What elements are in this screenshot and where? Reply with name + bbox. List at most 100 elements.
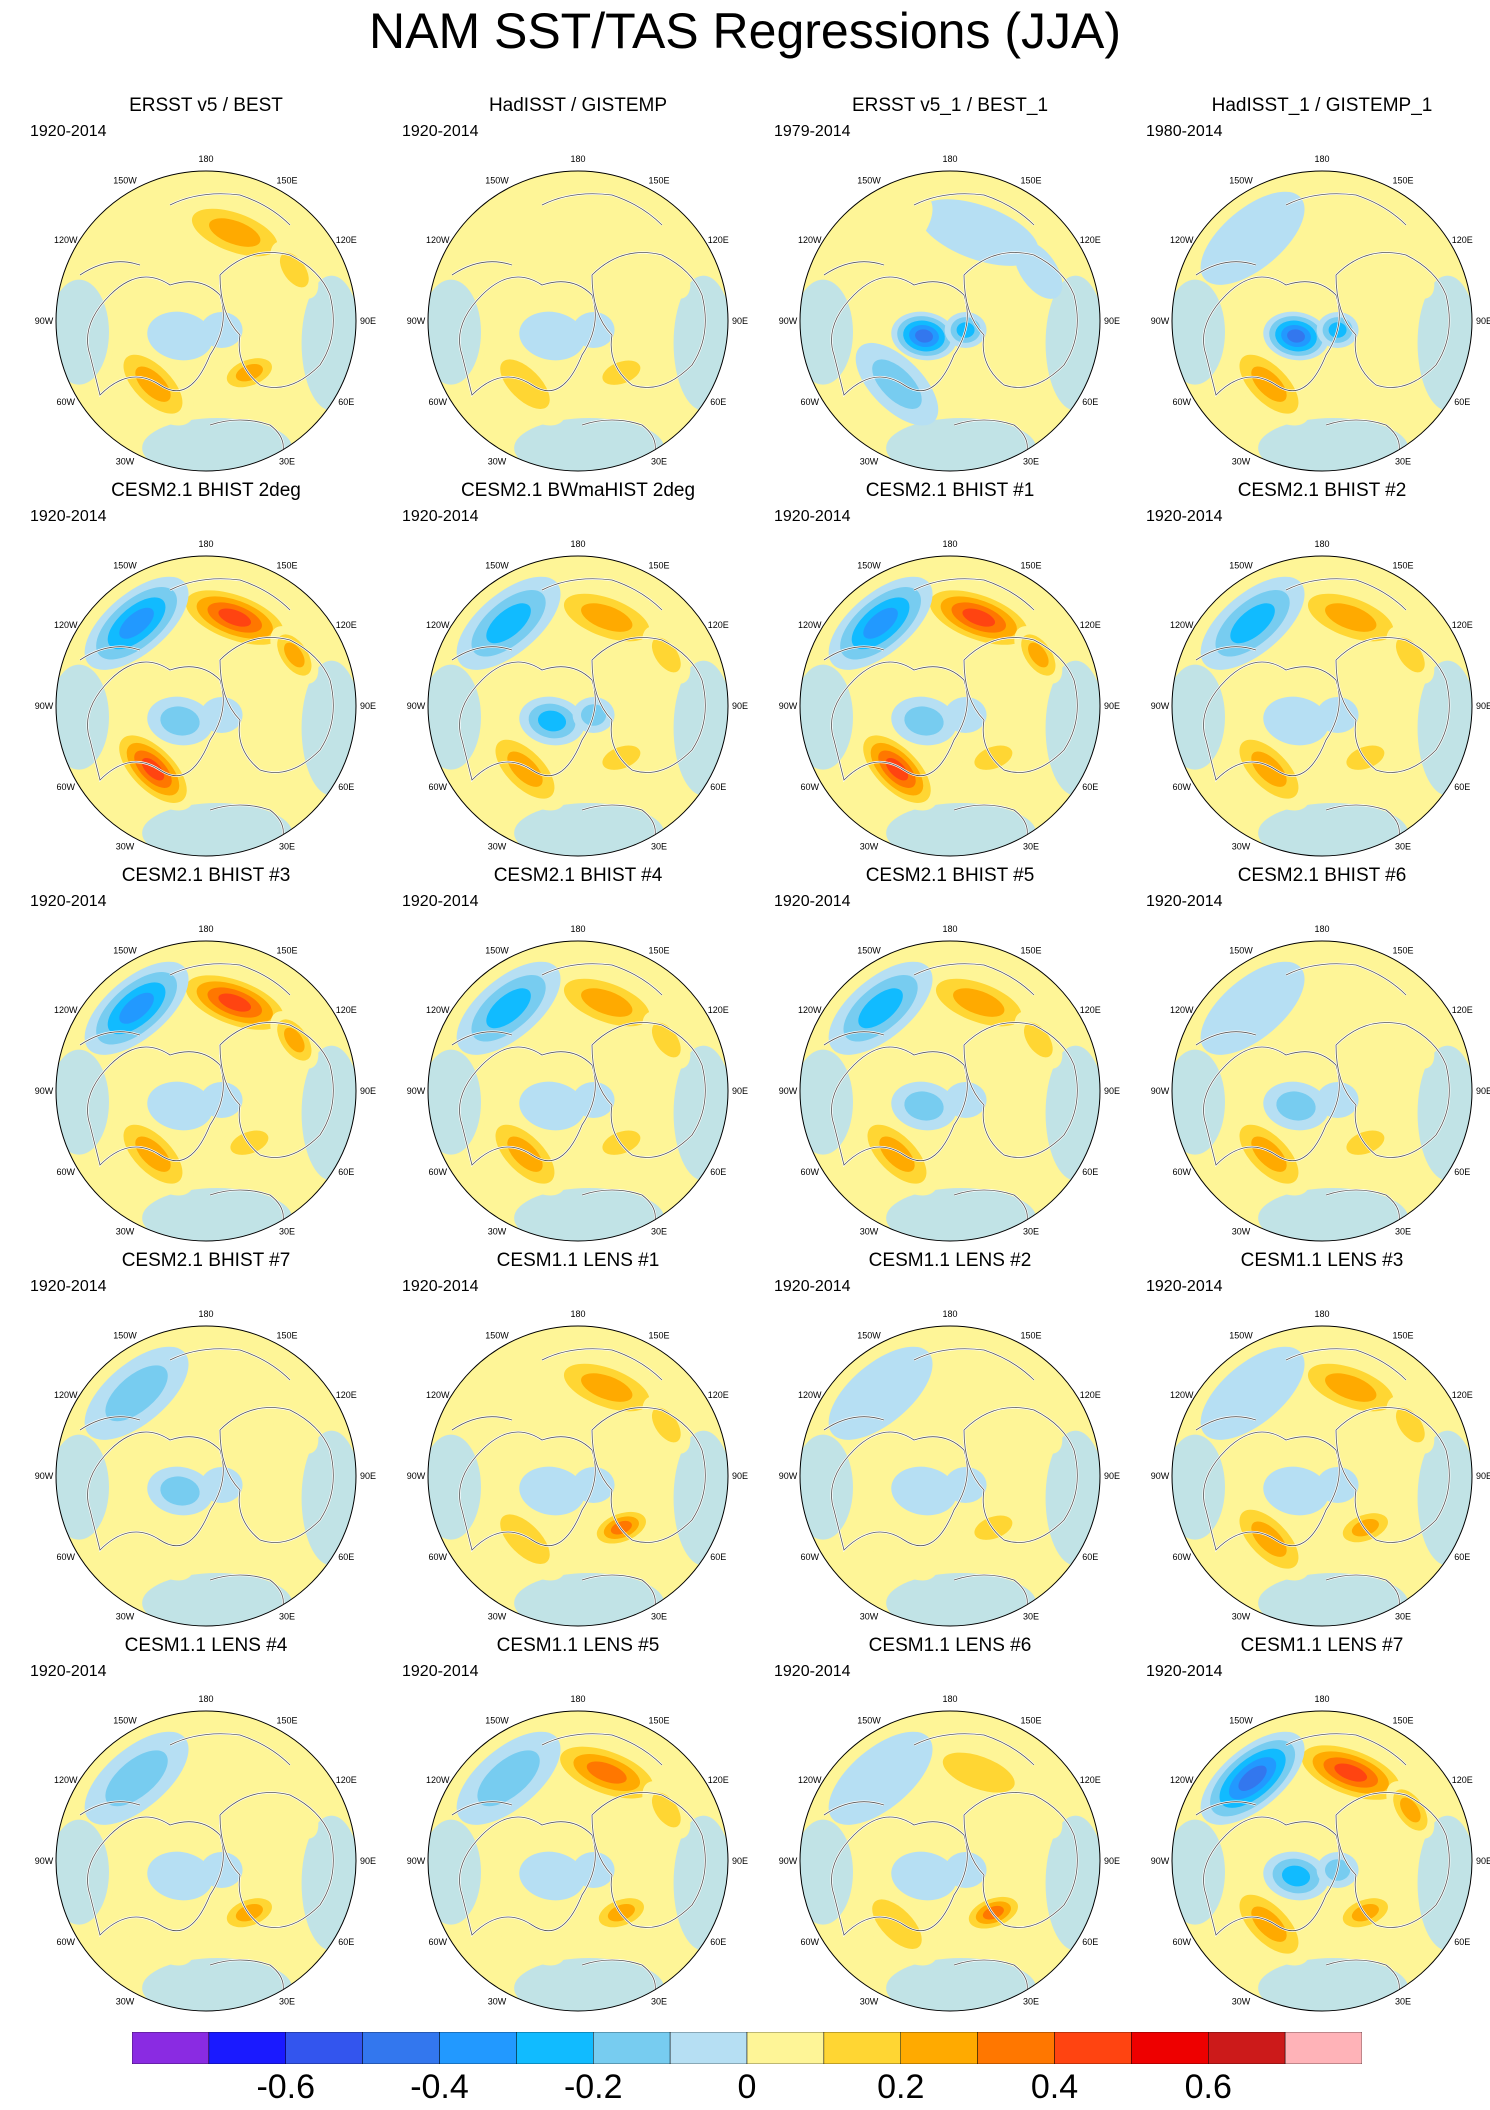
longitude-label: 120W [426,1775,450,1785]
contour-region [886,1958,1037,2011]
coastline [541,193,663,226]
coastline [209,1574,284,1616]
colorbar-swatch [285,2032,363,2064]
colorbar-label: 0.2 [877,2068,925,2106]
polar-map: 180 150E 120E 90E 60E 30E 0 30W 60W 90W 120W 150W [35,1694,376,2019]
colorbar-label: -0.2 [563,2068,623,2106]
map-panel: CESM1.1 LENS #6 180 150E 120E 90E 60E 30E 0 30W 6… [764,1635,1136,2019]
map-border [799,1710,1101,2012]
longitude-label: 90E [1476,1856,1490,1866]
contour-region [1258,803,1409,856]
longitude-label: 90W [407,701,426,711]
longitude-label: 30E [651,1611,667,1621]
longitude-label: 120W [1170,1390,1194,1400]
longitude-label: 60E [338,1937,354,1947]
panel-years: 1920-2014 [774,508,851,525]
longitude-label: 90W [407,1471,426,1481]
panel-years: 1920-2014 [1146,1278,1223,1295]
panel-years: 1920-2014 [30,1663,107,1680]
map-border [427,170,729,472]
contour-region [879,1136,915,1172]
coastline [87,1431,224,1551]
panel-years: 1980-2014 [1146,123,1223,140]
coastline [1335,1792,1450,1928]
contour-region [800,664,853,770]
coastline [1195,1416,1257,1431]
longitude-label: 180 [942,154,957,164]
longitude-label: 60W [56,1937,75,1947]
longitude-label: 30E [1395,841,1411,851]
longitude-label: 60E [1082,1552,1098,1562]
panel-title: HadISST_1 / GISTEMP_1 [1211,95,1433,116]
map-border [427,1325,729,1627]
coastline [1203,1046,1340,1166]
contour-region [56,279,109,385]
longitude-label: 120W [798,1005,822,1015]
polar-map: 180 150E 120E 90E 60E 30E 0 30W 60W 90W 120W 150W [407,154,748,479]
longitude-label: 120E [708,620,729,630]
contour-region [1014,241,1063,299]
coastline [913,963,1035,996]
longitude-label: 60E [1082,1167,1098,1177]
longitude-label: 90W [1151,701,1170,711]
contour-region [1251,1136,1287,1172]
map-border [427,940,729,1242]
colorbar-label: 0.4 [1030,2068,1079,2106]
longitude-label: 90W [35,316,54,326]
longitude-label: 60W [1172,1937,1191,1947]
longitude-label: 90E [1476,1471,1490,1481]
contour-region [514,1958,665,2011]
coastline [169,963,291,996]
longitude-label: 90W [407,1856,426,1866]
longitude-label: 30E [651,456,667,466]
longitude-label: 60W [428,782,447,792]
polar-map: 180 150E 120E 90E 60E 30E 0 30W 60W 90W 120W 150W [407,539,748,864]
contour-region [537,710,567,732]
contour-region [904,706,944,736]
coastline [459,661,596,781]
longitude-label: 60W [428,1937,447,1947]
longitude-label: 30E [651,1996,667,2006]
coastline [1325,1189,1400,1231]
contour-region [586,1761,627,1784]
contour-region [507,1136,543,1172]
longitude-label: 30W [116,1611,135,1621]
contour-region [279,252,309,288]
longitude-label: 90W [35,1856,54,1866]
longitude-label: 120E [1452,620,1473,630]
contour-region [953,988,1005,1017]
coastline [581,804,656,846]
map-panel: CESM2.1 BHIST #2 180 150E 120E 90E 60E 30E 0 30W… [1136,480,1490,864]
contour-region [1386,241,1435,299]
panel-title: HadISST / GISTEMP [488,95,668,116]
longitude-label: 60W [1172,782,1191,792]
contour-region [1276,1091,1316,1121]
colorbar [132,2032,1362,2064]
coastline [87,276,224,396]
longitude-label: 90E [1476,1086,1490,1096]
longitude-label: 90E [732,701,748,711]
longitude-label: 60W [56,1167,75,1177]
longitude-label: 60E [1082,1937,1098,1947]
map-panel: CESM1.1 LENS #2 180 150E 120E 90E 60E 30E 0 30W 6… [764,1250,1136,1634]
polar-map: 180 150E 120E 90E 60E 30E 0 30W 60W 90W 120W 150W [1151,539,1490,864]
coastline [219,1407,334,1543]
coastline [591,637,706,773]
panel-title: CESM2.1 BHIST #7 [121,1250,291,1271]
map-border [427,555,729,857]
longitude-label: 150E [1020,176,1041,186]
polar-map: 180 150E 120E 90E 60E 30E 0 30W 60W 90W 120W 150W [1151,924,1490,1249]
longitude-label: 150W [857,946,881,956]
coastline [451,261,513,276]
coastline [831,1431,968,1551]
contour-region [651,637,681,673]
polar-map: 180 150E 120E 90E 60E 30E 0 30W 60W 90W 120W 150W [779,1309,1120,1634]
colorbar-swatch [1054,2032,1132,2064]
contour-region [56,1049,109,1155]
longitude-label: 120E [1080,620,1101,630]
coastline [823,646,885,661]
map-panel: CESM1.1 LENS #7 180 150E 120E 90E 60E 30E 0 30W 6… [1136,1635,1490,2019]
longitude-label: 60W [56,397,75,407]
longitude-label: 120W [1170,620,1194,630]
polar-map: 180 150E 120E 90E 60E 30E 0 30W 60W 90W 120W 150W [1151,154,1490,479]
